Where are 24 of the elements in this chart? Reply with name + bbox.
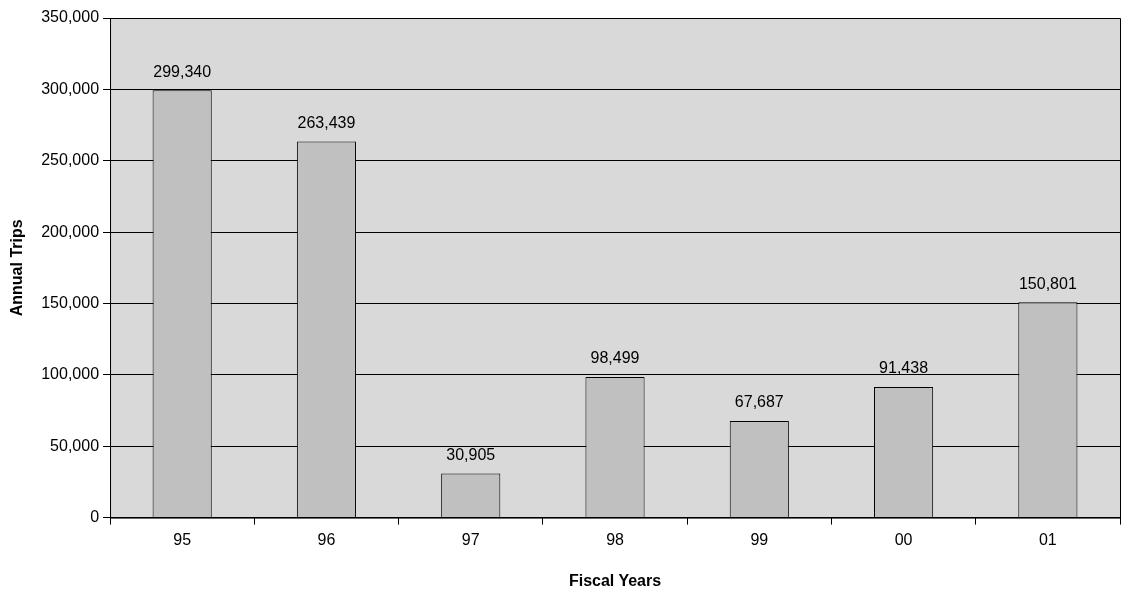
y-tick-label: 300,000	[41, 79, 100, 97]
x-tick-label: 01	[1038, 530, 1057, 548]
x-tick-label: 99	[750, 530, 769, 548]
x-axis-title: Fiscal Years	[568, 571, 662, 589]
y-tick-label: 50,000	[50, 436, 100, 454]
data-label: 150,801	[1018, 274, 1077, 292]
data-label: 263,439	[297, 113, 356, 131]
y-tick-label: 350,000	[41, 8, 100, 26]
x-tick-label: 96	[317, 530, 336, 548]
y-axis-title: Annual Trips	[8, 219, 26, 317]
x-tick-label: 97	[461, 530, 480, 548]
data-label: 30,905	[446, 445, 496, 463]
data-label: 91,438	[879, 359, 929, 377]
y-tick-label: 250,000	[41, 151, 100, 169]
x-tick-label: 00	[894, 530, 913, 548]
y-tick-label: 0	[90, 508, 100, 526]
y-tick-label: 100,000	[41, 365, 100, 383]
x-tick-label: 95	[173, 530, 192, 548]
data-label: 98,499	[590, 349, 640, 367]
x-tick-label: 98	[606, 530, 625, 548]
y-tick-label: 150,000	[41, 293, 100, 311]
data-label: 299,340	[153, 62, 212, 80]
y-tick-label: 200,000	[41, 222, 100, 240]
data-label: 67,687	[734, 393, 784, 411]
